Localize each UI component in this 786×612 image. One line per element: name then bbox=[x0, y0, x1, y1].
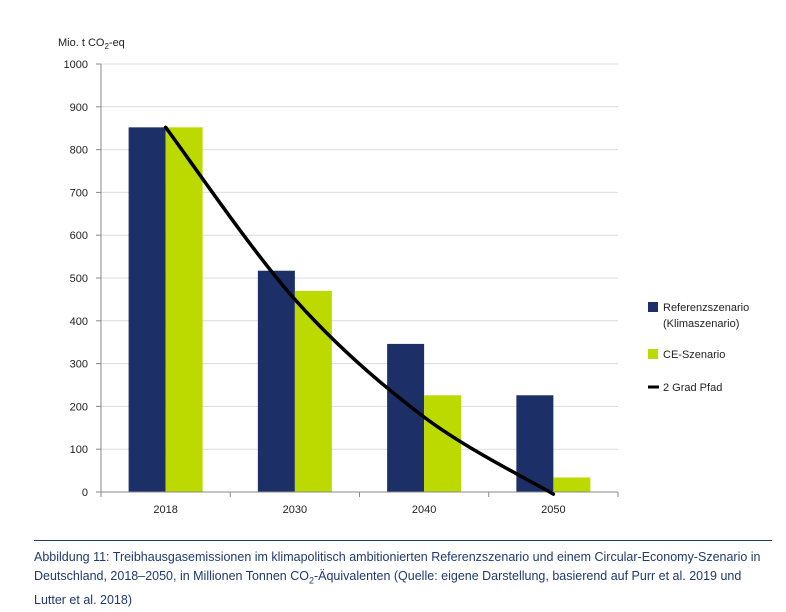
legend: Referenzszenario (Klimaszenario) CE-Szen… bbox=[648, 302, 749, 394]
bar bbox=[257, 270, 295, 492]
legend-label-ce: CE-Szenario bbox=[663, 349, 725, 361]
bar bbox=[128, 127, 166, 493]
two-degree-path bbox=[163, 125, 556, 496]
legend-label-referenz-line2: (Klimaszenario) bbox=[663, 318, 739, 330]
two-degree-path-line bbox=[163, 125, 556, 496]
caption-line-1: Abbildung 11: Treibhausgasemissionen im … bbox=[34, 550, 761, 564]
legend-swatch-ce bbox=[648, 349, 658, 359]
bars bbox=[128, 127, 591, 493]
y-tick-label: 600 bbox=[70, 230, 88, 242]
x-tick-label: 2050 bbox=[541, 504, 565, 516]
y-tick-label: 900 bbox=[70, 102, 88, 114]
x-axis: 2018 2030 2040 2050 bbox=[96, 491, 619, 516]
caption-divider bbox=[34, 540, 772, 541]
bar bbox=[294, 290, 332, 492]
bar bbox=[165, 127, 203, 493]
y-tick-label: 700 bbox=[70, 187, 88, 199]
caption-line-3: Lutter et al. 2018) bbox=[34, 592, 132, 607]
x-tick-label: 2030 bbox=[283, 504, 307, 516]
x-tick-label: 2040 bbox=[412, 504, 436, 516]
bar bbox=[387, 343, 425, 492]
y-tick-label: 400 bbox=[70, 316, 88, 328]
figure-caption: Abbildung 11: Treibhausgasemissionen im … bbox=[34, 548, 774, 610]
caption-line-2-start: Deutschland, 2018–2050, in Millionen Ton… bbox=[34, 569, 309, 583]
y-axis-label-suffix: -eq bbox=[109, 37, 125, 49]
y-axis-label-prefix: Mio. t CO bbox=[58, 37, 105, 49]
x-tick-label: 2018 bbox=[153, 504, 177, 516]
legend-label-referenz: Referenzszenario bbox=[663, 302, 749, 314]
emissions-chart: Mio. t CO2-eq 0 100 200 300 400 500 600 700 800 9… bbox=[58, 37, 749, 516]
caption-co2-subscript: 2 bbox=[308, 575, 314, 586]
y-axis-label: Mio. t CO2-eq bbox=[58, 37, 125, 51]
y-axis-ticks: 0 100 200 300 400 500 600 700 800 900 1000 bbox=[64, 59, 102, 499]
caption-line-2: Deutschland, 2018–2050, in Millionen Ton… bbox=[34, 567, 774, 591]
legend-label-2grad: 2 Grad Pfad bbox=[663, 382, 722, 394]
y-tick-label: 800 bbox=[70, 145, 88, 157]
caption-line-2-end: -Äquivalenten (Quelle: eigene Darstellun… bbox=[313, 569, 742, 583]
y-tick-label: 0 bbox=[82, 487, 88, 499]
y-tick-label: 200 bbox=[70, 401, 88, 413]
y-tick-label: 300 bbox=[70, 359, 88, 371]
y-tick-label: 1000 bbox=[64, 59, 88, 71]
bar bbox=[553, 477, 591, 492]
legend-swatch-referenz bbox=[648, 302, 658, 312]
bar bbox=[424, 395, 462, 492]
y-tick-label: 100 bbox=[70, 444, 88, 456]
y-axis-label-subscript: 2 bbox=[104, 42, 109, 51]
y-tick-label: 500 bbox=[70, 273, 88, 285]
